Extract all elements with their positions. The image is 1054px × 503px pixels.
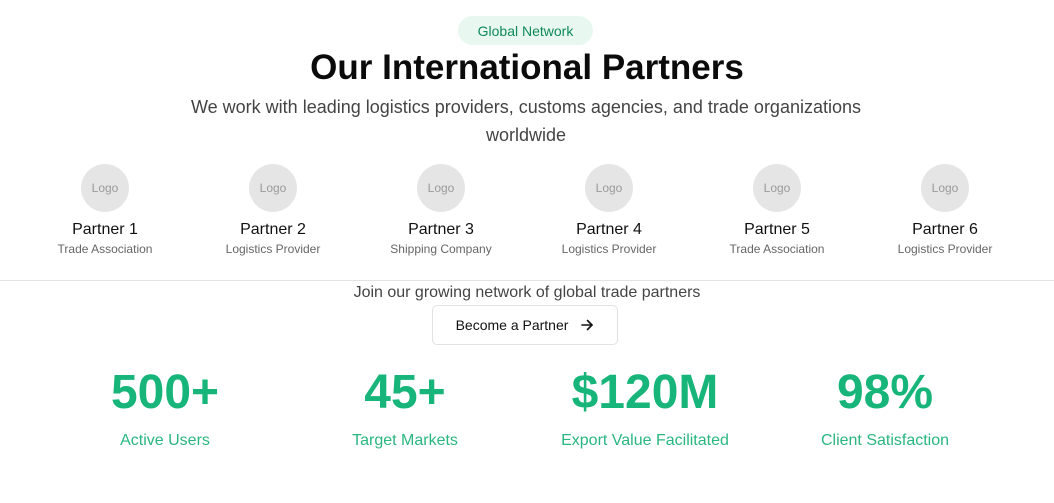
partner-name: Partner 1: [72, 221, 138, 238]
stat-value: 45+: [364, 366, 446, 419]
partner-type: Shipping Company: [390, 242, 492, 256]
partner-card: Logo Partner 4 Logistics Provider: [525, 164, 693, 256]
partner-logo-placeholder: Logo: [249, 164, 297, 212]
partner-card: Logo Partner 1 Trade Association: [21, 164, 189, 256]
partner-type: Logistics Provider: [225, 242, 321, 256]
page-title: Our International Partners: [310, 48, 744, 87]
page-subtitle: We work with leading logistics providers…: [191, 97, 861, 145]
section-badge: Global Network: [458, 16, 593, 45]
stat-label: Target Markets: [352, 432, 458, 449]
stat-item: 45+ Target Markets: [285, 366, 525, 450]
partner-logo-placeholder: Logo: [417, 164, 465, 212]
stats-row: 500+ Active Users 45+ Target Markets $12…: [45, 366, 1005, 450]
stat-label: Client Satisfaction: [820, 432, 950, 449]
partner-name: Partner 6: [912, 221, 978, 238]
partner-name: Partner 2: [240, 221, 306, 238]
partner-list: Logo Partner 1 Trade Association Logo Pa…: [21, 164, 1029, 256]
become-partner-label: Become a Partner: [455, 317, 569, 333]
stat-value: $120M: [571, 366, 719, 419]
stat-value: 500+: [110, 366, 220, 419]
stat-item: $120M Export Value Facilitated: [525, 366, 765, 450]
partner-logo-placeholder: Logo: [921, 164, 969, 212]
cta-text: Join our growing network of global trade…: [353, 284, 701, 301]
become-partner-button[interactable]: Become a Partner: [432, 305, 618, 345]
partner-card: Logo Partner 5 Trade Association: [693, 164, 861, 256]
partner-name: Partner 4: [576, 221, 642, 238]
section-divider: [0, 280, 1054, 281]
partner-card: Logo Partner 3 Shipping Company: [357, 164, 525, 256]
partner-logo-placeholder: Logo: [585, 164, 633, 212]
partner-card: Logo Partner 6 Logistics Provider: [861, 164, 1029, 256]
stat-label: Export Value Facilitated: [561, 432, 729, 449]
partner-logo-placeholder: Logo: [753, 164, 801, 212]
partner-type: Logistics Provider: [897, 242, 993, 256]
partner-type: Trade Association: [57, 242, 153, 256]
stat-item: 98% Client Satisfaction: [765, 366, 1005, 450]
partner-logo-placeholder: Logo: [81, 164, 129, 212]
partner-name: Partner 3: [408, 221, 474, 238]
partner-name: Partner 5: [744, 221, 810, 238]
partner-card: Logo Partner 2 Logistics Provider: [189, 164, 357, 256]
stat-item: 500+ Active Users: [45, 366, 285, 450]
partner-type: Logistics Provider: [561, 242, 657, 256]
arrow-right-icon: [580, 318, 594, 332]
partner-type: Trade Association: [729, 242, 825, 256]
stat-label: Active Users: [120, 432, 210, 449]
stat-value: 98%: [836, 366, 934, 419]
